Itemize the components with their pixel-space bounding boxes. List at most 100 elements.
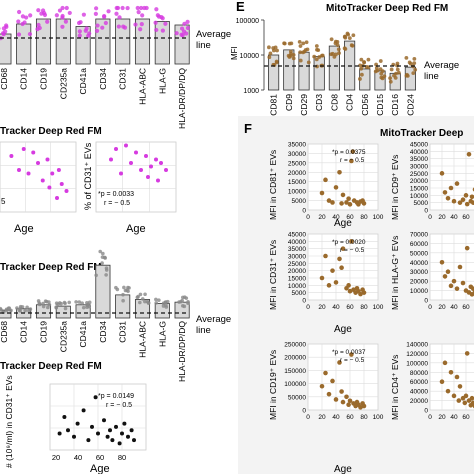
scatter-point [445,269,451,275]
bar-dot [3,29,8,34]
bar-dot [60,5,65,11]
scatter-point [21,147,26,151]
y-tick-label: 50000 [410,250,428,257]
left-scatter-b-frame [95,141,177,213]
scatter-point [457,384,463,389]
bar-dot [347,36,352,41]
scatter-point [120,431,124,436]
bar-dot [181,29,187,34]
bar-dot [305,47,310,52]
scatter-point [340,399,346,405]
y-tick-label: 140000 [406,342,428,349]
y-tick-label: 15000 [288,276,306,283]
left-scatter-a: 5 Age [0,141,77,235]
bar-category-label: CD34 [98,68,108,90]
bar-dot [64,5,69,11]
bar-dot [135,5,140,11]
left-bottom-scatter-stat-p: *p = 0.0149 [98,393,134,400]
panel-letter-f: F [244,121,252,136]
scatter-point [124,143,128,148]
panel-f-stat-r: r = − 0.5 [340,357,365,364]
bar-dot [291,56,296,61]
y-tick-label: 25000 [288,160,306,167]
scatter-point [132,438,136,443]
scatter-point [114,147,118,151]
bar-dot [267,55,272,60]
x-tick-label: 0 [428,414,432,421]
left-scatter-a-frame [0,141,77,213]
scatter-point [347,398,353,404]
bar-dot [28,13,33,18]
bar-dot [126,285,130,290]
bar-cd235a [55,305,71,319]
left-mid-average-label-1: Average [196,314,231,325]
bar-dot [154,297,158,302]
scatter-point [55,196,59,200]
panel-f-scatter: 0500010000150002000025000300003500040000… [268,232,384,312]
panel-e-average-label-2: line [424,71,439,82]
scatter-point [470,286,474,291]
scatter-point [463,393,469,399]
bar-dot [329,37,334,42]
bar-category-label: CD41a [78,68,88,95]
bar-dot [405,73,410,78]
left-scatter-b-stat-r: r = − 0.5 [104,200,130,207]
scatter-point [333,185,339,190]
scatter-point [72,434,76,439]
bar-dot [301,41,306,46]
scatter-point [439,259,445,265]
bar-cd24 [404,66,416,91]
scatter-point [26,171,31,176]
bar-dot [103,20,108,26]
scatter-point [350,149,356,154]
x-tick-label: 60 [346,414,354,421]
bar-dot [100,25,105,30]
bar-dot [358,77,362,81]
bar-dot [45,19,50,24]
scatter-point [326,283,332,288]
bar-cd14 [16,23,32,65]
scatter-point [134,150,138,155]
bar-category-label: CD81 [269,94,279,116]
scatter-point [117,441,122,446]
bar-dot [139,5,144,11]
x-tick-label: 40 [450,414,458,421]
x-tick-label: 20 [318,214,326,221]
x-tick-label: 40 [450,304,458,311]
left-scatter-a-tick: 5 [1,197,6,206]
bar-dot [80,301,84,306]
bar-dot [180,33,185,38]
bar-dot [359,72,364,77]
y-tick-label: 20000 [410,398,428,405]
bar-dot [378,59,383,63]
y-tick-label: 40000 [410,260,428,267]
bar-dot [117,15,122,20]
bar-dot [67,10,72,16]
scatter-point [339,265,344,271]
bar-category-label: CD19 [39,68,49,90]
bar-dot [373,69,378,74]
bar-dot [0,308,3,312]
scatter-point [340,246,346,251]
panel-e-average-label-1: Average [424,60,459,71]
scatter-point [149,164,153,169]
bar-category-label: CD15 [375,94,385,116]
bar-dot [349,43,354,48]
panel-e-ylabel: MFI [230,46,239,60]
bar-dot [389,67,394,72]
bar-dot [27,31,33,37]
bar-cd15 [374,70,386,91]
bar-dot [185,25,190,31]
scatter-point [122,421,127,426]
bar-dot [16,9,22,15]
left-bottom-scatter-xlabel: Age [90,463,110,474]
y-tick-label: 0 [302,208,306,215]
scatter-point [445,195,451,201]
bar-dot [267,45,271,50]
scatter-point [454,374,460,380]
bar-dot [0,27,1,30]
bar-dot [123,288,128,293]
x-tick-label: 60 [462,414,470,421]
scatter-point [56,168,61,172]
